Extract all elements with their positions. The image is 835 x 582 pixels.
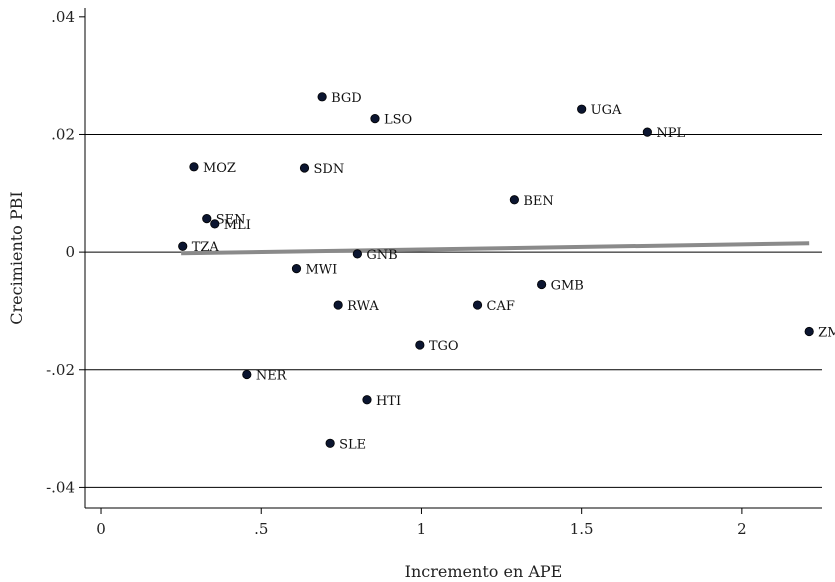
point-label-hti: HTI [376, 394, 401, 409]
axes [84, 8, 822, 509]
x-axis-title: Incremento en APE [405, 562, 563, 581]
data-point-rwa [333, 300, 343, 310]
point-label-uga: UGA [591, 103, 622, 118]
data-point-mli [210, 219, 220, 229]
data-point-sdn [299, 163, 310, 173]
x-tick-label: 0 [96, 520, 106, 538]
point-label-tza: TZA [192, 240, 220, 255]
fit-line-group [181, 241, 810, 256]
data-point-hti [362, 395, 372, 405]
point-label-sle: SLE [339, 437, 366, 452]
point-label-sdn: SDN [313, 162, 344, 177]
data-point-bgd [317, 92, 327, 102]
y-tick-label: .02 [51, 125, 75, 143]
point-label-mwi: MWI [305, 263, 337, 278]
data-point-moz [189, 162, 199, 172]
y-axis-title: Crecimiento PBI [7, 191, 26, 325]
point-label-zmb: ZMB [818, 326, 835, 341]
x-tick-label: 1.5 [570, 520, 594, 538]
point-label-ner: NER [256, 368, 288, 383]
gridlines [85, 133, 822, 488]
y-tick-label: -.02 [46, 361, 75, 379]
x-tick-label: 2 [737, 520, 747, 538]
point-label-tgo: TGO [429, 339, 459, 354]
x-tick-label: 1 [417, 520, 427, 538]
data-point-sen [202, 213, 212, 224]
y-tick-label: -.04 [46, 478, 75, 496]
data-point-gmb [537, 279, 547, 290]
point-label-gnb: GNB [366, 248, 397, 263]
point-label-gmb: GMB [551, 278, 584, 293]
data-point-lso [370, 113, 380, 124]
data-point-tgo [415, 340, 425, 350]
point-label-sen: SEN [216, 213, 246, 228]
data-point-zmb [804, 326, 814, 337]
point-label-ben: BEN [523, 194, 553, 209]
data-point-sle [325, 438, 335, 448]
data-point-gnb [352, 249, 362, 259]
data-point-mwi [291, 263, 302, 274]
data-point-caf [472, 300, 483, 310]
point-label-caf: CAF [487, 299, 515, 314]
point-label-npl: NPL [656, 126, 685, 141]
point-label-moz: MOZ [203, 161, 236, 176]
data-point-tza [178, 241, 188, 251]
data-point-ner [242, 369, 252, 380]
data-point-npl [642, 127, 652, 137]
point-label-rwa: RWA [347, 299, 379, 314]
y-tick-label: 0 [65, 243, 75, 261]
data-point-ben [509, 195, 519, 205]
y-tick-label: .04 [51, 8, 75, 26]
x-tick-label: .5 [254, 520, 268, 538]
ticks: .04 .02 0 -.02 -.04 0 .5 1 1.5 2 [46, 8, 747, 538]
fit-line [181, 241, 810, 256]
point-label-mli: MLI [224, 218, 251, 233]
point-label-bgd: BGD [331, 91, 362, 106]
data-point-uga [577, 104, 587, 114]
point-label-lso: LSO [384, 113, 412, 128]
